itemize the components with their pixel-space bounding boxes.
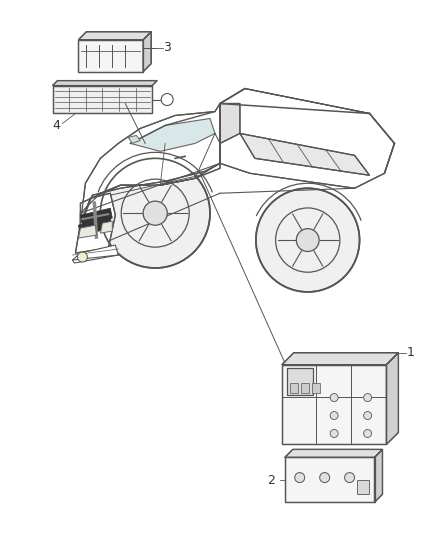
Polygon shape (53, 80, 157, 86)
Bar (301, 383, 309, 393)
Bar (312, 383, 320, 393)
Circle shape (295, 473, 305, 482)
Polygon shape (282, 365, 386, 445)
Polygon shape (285, 449, 382, 457)
Circle shape (297, 229, 319, 252)
Text: 1: 1 (406, 346, 414, 359)
Bar (290, 383, 298, 393)
Circle shape (330, 393, 338, 401)
Polygon shape (130, 118, 215, 151)
Circle shape (78, 252, 88, 262)
Polygon shape (72, 245, 118, 263)
Circle shape (364, 411, 371, 419)
Polygon shape (53, 86, 152, 114)
Bar (357, 480, 368, 494)
Polygon shape (282, 353, 399, 365)
Polygon shape (78, 32, 151, 40)
Circle shape (364, 430, 371, 438)
Circle shape (330, 411, 338, 419)
Polygon shape (78, 40, 143, 71)
Polygon shape (220, 88, 395, 188)
Polygon shape (75, 193, 115, 253)
Polygon shape (81, 208, 112, 225)
Polygon shape (374, 449, 382, 502)
Polygon shape (81, 103, 220, 223)
Polygon shape (220, 103, 240, 143)
Circle shape (330, 430, 338, 438)
Polygon shape (240, 133, 370, 175)
Polygon shape (386, 353, 399, 445)
Text: 2: 2 (267, 474, 275, 487)
Polygon shape (81, 163, 220, 223)
Circle shape (161, 94, 173, 106)
Circle shape (364, 393, 371, 401)
Circle shape (345, 473, 355, 482)
Polygon shape (143, 32, 151, 71)
Circle shape (100, 158, 210, 268)
Text: 3: 3 (163, 41, 171, 54)
Polygon shape (287, 368, 313, 395)
Circle shape (256, 188, 360, 292)
Polygon shape (128, 135, 140, 143)
Text: 4: 4 (53, 119, 60, 132)
Circle shape (143, 201, 167, 225)
Polygon shape (78, 225, 96, 238)
Polygon shape (78, 218, 112, 235)
Polygon shape (100, 221, 112, 233)
Circle shape (320, 473, 330, 482)
Polygon shape (285, 457, 374, 502)
